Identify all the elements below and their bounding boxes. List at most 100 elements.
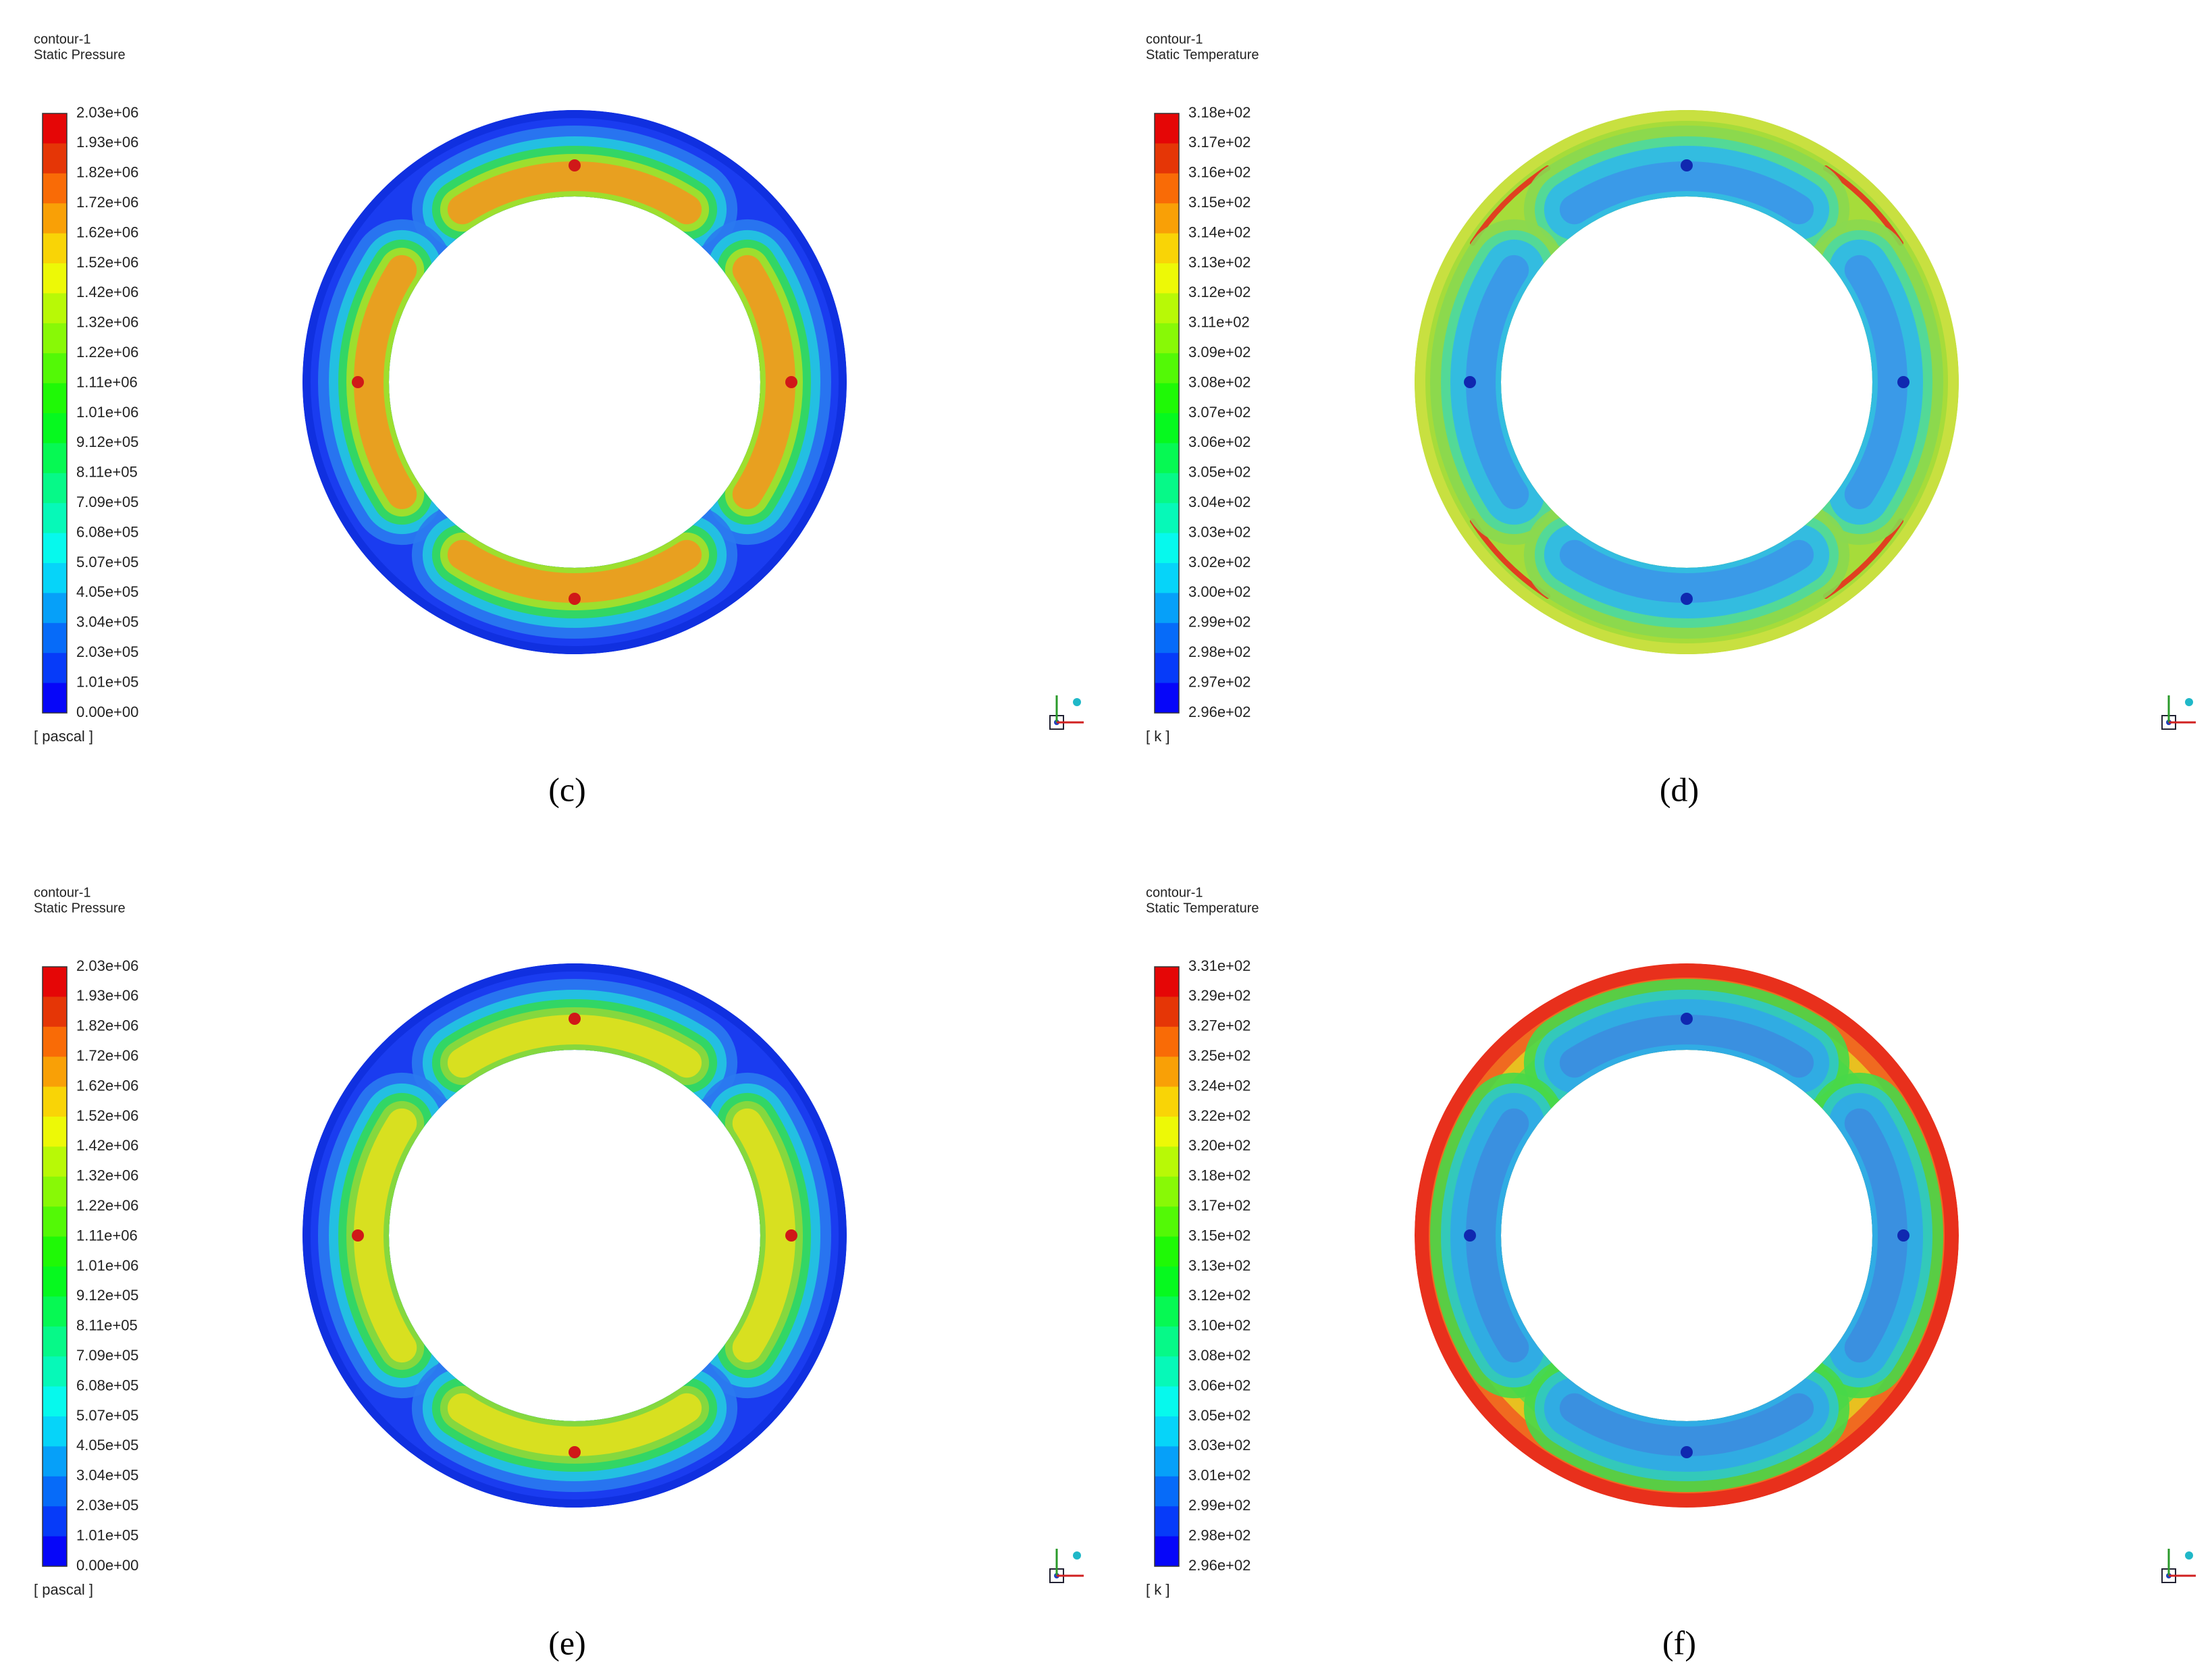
legend-label: 2.99e+02 [1188, 614, 1250, 631]
legend-band [43, 1267, 67, 1297]
legend-band [43, 683, 67, 714]
legend-label: 1.01e+06 [76, 404, 138, 421]
legend-label: 1.82e+06 [76, 1017, 138, 1034]
legend-label: 3.14e+02 [1188, 223, 1250, 240]
legend-band [1155, 1356, 1179, 1387]
caption: (f) [1662, 1624, 1696, 1661]
legend-band [1155, 1476, 1179, 1507]
legend-label: 3.18e+02 [1188, 1167, 1250, 1184]
legend-band [1155, 413, 1179, 444]
ring-outer [302, 110, 847, 654]
legend-band [1155, 1446, 1179, 1477]
ring-outer [302, 963, 847, 1508]
legend-band [43, 1236, 67, 1267]
legend-band [1155, 1086, 1179, 1117]
legend-label: 9.12e+05 [76, 433, 138, 450]
legend-band [43, 233, 67, 264]
triad-z [2185, 698, 2193, 706]
legend-label: 3.16e+02 [1188, 164, 1250, 181]
inlet-dot [1464, 376, 1476, 388]
legend-band [43, 1386, 67, 1417]
legend-band [43, 1416, 67, 1447]
unit: [ pascal ] [34, 728, 93, 745]
legend-band [1155, 1416, 1179, 1447]
legend-band [1155, 593, 1179, 624]
legend-band [43, 383, 67, 414]
legend-label: 3.13e+02 [1188, 1257, 1250, 1274]
variable-name: Static Pressure [34, 901, 126, 915]
contour-name: contour-1 [1146, 32, 1203, 47]
legend-label: 1.22e+06 [76, 1197, 138, 1214]
pad [447, 161, 702, 225]
ring [302, 110, 847, 654]
legend-label: 1.62e+06 [76, 1077, 138, 1094]
legend-label: 1.01e+06 [76, 1257, 138, 1274]
pad [354, 255, 417, 510]
legend-band [43, 1117, 67, 1147]
legend-label: 1.62e+06 [76, 223, 138, 240]
legend-band [43, 143, 67, 174]
legend-label: 3.15e+02 [1188, 194, 1250, 211]
legend-label: 1.72e+06 [76, 194, 138, 211]
legend-label: 3.31e+02 [1188, 957, 1250, 974]
pad [1559, 161, 1814, 225]
legend-frame [42, 966, 68, 1567]
legend-band [1155, 1296, 1179, 1327]
legend-band [43, 1026, 67, 1057]
legend-band [43, 1146, 67, 1177]
legend-label: 3.04e+05 [76, 1467, 138, 1484]
legend-band [43, 1057, 67, 1088]
legend-label: 2.96e+02 [1188, 703, 1250, 720]
legend-band [1155, 1206, 1179, 1237]
legend-band [43, 203, 67, 234]
pad [1466, 1108, 1529, 1363]
legend-label: 3.02e+02 [1188, 554, 1250, 570]
legend-band [43, 173, 67, 204]
legend-label: 7.09e+05 [76, 1347, 138, 1364]
legend-label: 3.00e+02 [1188, 583, 1250, 600]
legend-label: 3.09e+02 [1188, 344, 1250, 361]
legend-band [43, 503, 67, 534]
inlet-dot [1897, 1229, 1910, 1242]
legend-label: 1.72e+06 [76, 1047, 138, 1064]
axis-triad [1049, 695, 1084, 730]
legend-band [1155, 1057, 1179, 1088]
band-1 [1429, 978, 1945, 1493]
legend-band [1155, 1326, 1179, 1357]
pad [1559, 1393, 1814, 1456]
triad-z [1073, 698, 1081, 706]
legend-band [43, 1446, 67, 1477]
legend-label: 1.32e+06 [76, 314, 138, 331]
legend-band [1155, 443, 1179, 474]
legend-band [43, 1356, 67, 1387]
legend-band [43, 996, 67, 1028]
legend-band [1155, 1506, 1179, 1537]
legend-label: 4.05e+05 [76, 1437, 138, 1454]
caption: (c) [548, 770, 586, 808]
legend-band [1155, 967, 1179, 997]
legend-label: 3.06e+02 [1188, 433, 1250, 450]
legend-label: 2.03e+05 [76, 643, 138, 660]
legend-band [43, 593, 67, 624]
pad [354, 1108, 417, 1363]
legend-label: 3.05e+02 [1188, 1407, 1250, 1424]
legend-label: 9.12e+05 [76, 1287, 138, 1304]
legend-label: 1.01e+05 [76, 1526, 138, 1543]
ring-outer [1415, 110, 1959, 654]
ring [302, 963, 847, 1508]
legend-label: 3.27e+02 [1188, 1017, 1250, 1034]
legend-label: 2.97e+02 [1188, 673, 1250, 690]
contour-name: contour-1 [34, 885, 91, 900]
legend-band [1155, 1536, 1179, 1567]
legend-band [1155, 353, 1179, 384]
legend-band [1155, 503, 1179, 534]
legend-band [43, 1476, 67, 1507]
legend-band [1155, 143, 1179, 174]
legend-band [43, 293, 67, 324]
legend-label: 3.03e+02 [1188, 523, 1250, 540]
legend-band [43, 1176, 67, 1207]
ring [1415, 963, 1959, 1508]
inlet-dot [1681, 1446, 1693, 1458]
